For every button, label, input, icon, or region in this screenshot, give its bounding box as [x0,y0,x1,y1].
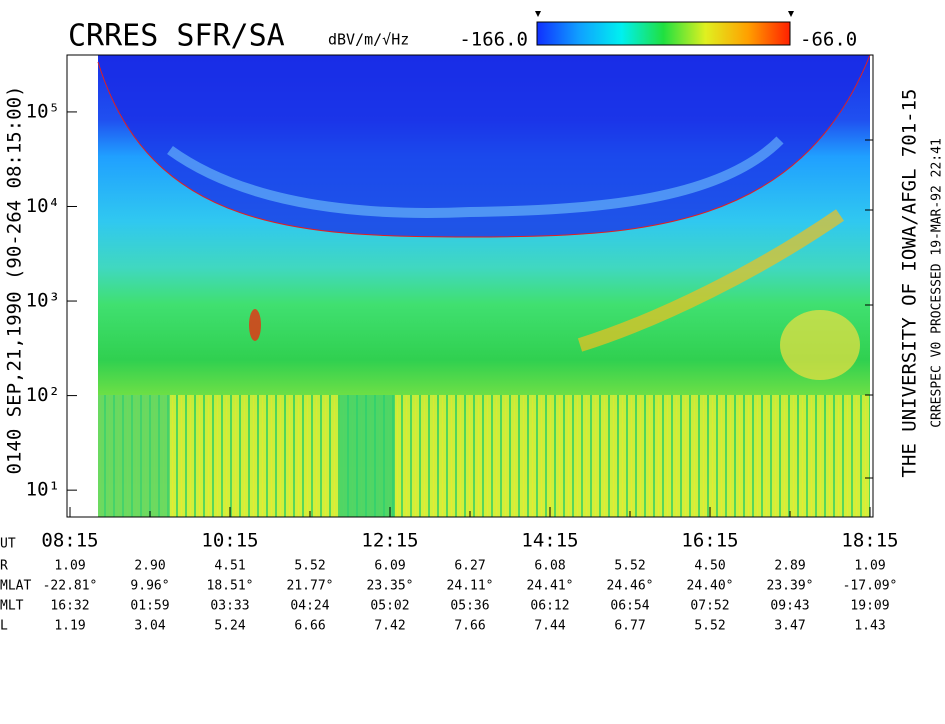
y-tick-label: 10¹ [26,479,60,501]
cell: 6.09 [374,559,405,574]
spectrogram-region [249,309,261,341]
credit: CRRESPEC V0 PROCESSED 19-MAR-92 22:41 [930,138,945,428]
cell: 3.47 [774,619,805,634]
colorbar-marker [535,11,794,17]
cell: 09:43 [770,599,809,614]
cell: 1.09 [854,559,885,574]
cell: 2.89 [774,559,805,574]
x-tick-label: 18:15 [841,530,898,552]
cell: 24.41° [527,579,574,594]
cell: 16:32 [50,599,89,614]
cell: 05:36 [450,599,489,614]
colorbar-max: -66.0 [800,29,857,51]
y-tick-label: 10⁴ [26,195,60,217]
cell: 5.24 [214,619,245,634]
spectrogram-region [98,395,170,517]
cell: 1.43 [854,619,885,634]
colorbar [536,21,791,46]
cell: 23.39° [767,579,814,594]
cell: 7.66 [454,619,485,634]
cell: 6.27 [454,559,485,574]
cell: 01:59 [130,599,169,614]
cell: 21.77° [287,579,334,594]
x-tick-label: 14:15 [521,530,578,552]
cell: -17.09° [843,579,898,594]
cell: 9.96° [130,579,169,594]
spectrogram [97,54,871,517]
spectrogram-region [98,395,870,517]
cell: 24.11° [447,579,494,594]
y-tick-label: 10⁵ [26,100,60,122]
cell: 1.19 [54,619,85,634]
spectrogram-band [577,209,844,352]
cell: 03:33 [210,599,249,614]
x-tick-label: 12:15 [361,530,418,552]
cell: 1.09 [54,559,85,574]
x-tick-label: 16:15 [681,530,738,552]
cell: 2.90 [134,559,165,574]
y-tick-label: 10³ [26,290,60,312]
cell: 6.77 [614,619,645,634]
row-label: MLAT [0,579,31,594]
cell: 3.04 [134,619,165,634]
cell: 6.66 [294,619,325,634]
title: CRRES SFR/SA [68,19,285,54]
cell: 19:09 [850,599,889,614]
cell: 05:02 [370,599,409,614]
cell: 04:24 [290,599,329,614]
cell: 7.44 [534,619,565,634]
colorbar-min: -166.0 [459,29,528,51]
cell: 4.50 [694,559,725,574]
x-tick-label: 08:15 [41,530,98,552]
cell: 6.08 [534,559,565,574]
y-tick-label: 10² [26,384,60,406]
cell: 06:54 [610,599,649,614]
cell: 07:52 [690,599,729,614]
cell: 5.52 [614,559,645,574]
row-label: R [0,559,8,574]
cell: 24.40° [687,579,734,594]
credit: THE UNIVERSITY OF IOWA/AFGL 701-15 [899,89,921,478]
cell: 23.35° [367,579,414,594]
cell: 24.46° [607,579,654,594]
cell: 06:12 [530,599,569,614]
colorbar-unit: dBV/m/√Hz [328,31,409,49]
cell: 7.42 [374,619,405,634]
cell: 4.51 [214,559,245,574]
y-label: 0140 SEP,21,1990 (90-264 08:15:00) [4,86,26,475]
cell: 5.52 [294,559,325,574]
row-label: L [0,619,8,634]
spectrogram-region [340,395,395,517]
x-tick-label: 10:15 [201,530,258,552]
cell: 5.52 [694,619,725,634]
spectrogram-band [167,136,784,218]
x-label: UT [0,537,16,552]
ephemeris-table: R 1.09 2.90 4.51 5.52 6.09 6.27 6.08 5.52 4.50 2.8… [0,559,897,634]
row-label: MLT [0,599,24,614]
cyclotron-curve [97,54,871,238]
right-axis-ticks [865,139,873,479]
spectrogram-region [780,310,860,380]
cell: 18.51° [207,579,254,594]
cell: -22.81° [43,579,98,594]
